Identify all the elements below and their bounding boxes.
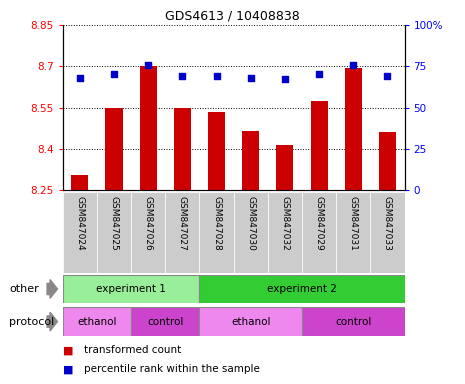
Text: percentile rank within the sample: percentile rank within the sample bbox=[84, 364, 259, 374]
Bar bbox=[63, 275, 199, 303]
Point bbox=[110, 71, 118, 78]
Bar bbox=[276, 145, 293, 190]
Text: GSM847029: GSM847029 bbox=[315, 196, 324, 251]
Point bbox=[145, 61, 152, 68]
Point bbox=[213, 73, 220, 79]
Text: ethanol: ethanol bbox=[231, 316, 271, 327]
Bar bbox=[131, 307, 199, 336]
Text: GSM847030: GSM847030 bbox=[246, 196, 255, 251]
Text: experiment 1: experiment 1 bbox=[96, 284, 166, 294]
Point bbox=[315, 71, 323, 78]
Bar bbox=[106, 108, 123, 190]
Text: GDS4613 / 10408838: GDS4613 / 10408838 bbox=[165, 10, 300, 23]
Point bbox=[384, 73, 391, 79]
Bar bbox=[302, 192, 336, 273]
Text: ■: ■ bbox=[63, 364, 73, 374]
Bar bbox=[63, 307, 131, 336]
Bar bbox=[174, 108, 191, 190]
Bar bbox=[131, 192, 165, 273]
Text: GSM847024: GSM847024 bbox=[75, 196, 84, 251]
Text: experiment 2: experiment 2 bbox=[267, 284, 337, 294]
Text: GSM847025: GSM847025 bbox=[110, 196, 119, 251]
Text: GSM847027: GSM847027 bbox=[178, 196, 187, 251]
Text: protocol: protocol bbox=[9, 316, 54, 327]
Text: ethanol: ethanol bbox=[77, 316, 117, 327]
Point bbox=[179, 73, 186, 79]
Text: ■: ■ bbox=[63, 345, 73, 355]
Bar bbox=[97, 192, 131, 273]
Bar bbox=[71, 175, 88, 190]
FancyArrow shape bbox=[47, 312, 58, 331]
Text: transformed count: transformed count bbox=[84, 345, 181, 355]
Text: GSM847033: GSM847033 bbox=[383, 196, 392, 251]
Bar bbox=[208, 112, 225, 190]
Bar bbox=[370, 192, 405, 273]
Bar bbox=[345, 68, 362, 190]
Bar bbox=[268, 192, 302, 273]
Bar bbox=[140, 66, 157, 190]
Bar bbox=[233, 192, 268, 273]
Point bbox=[281, 76, 289, 83]
Bar bbox=[199, 192, 233, 273]
FancyArrow shape bbox=[47, 280, 58, 298]
Bar bbox=[199, 275, 405, 303]
Bar bbox=[302, 307, 405, 336]
Bar bbox=[165, 192, 199, 273]
Point bbox=[350, 61, 357, 68]
Bar bbox=[311, 101, 328, 190]
Text: other: other bbox=[9, 284, 39, 294]
Text: control: control bbox=[335, 316, 372, 327]
Point bbox=[76, 75, 84, 81]
Bar bbox=[242, 131, 259, 190]
Bar bbox=[379, 132, 396, 190]
Bar bbox=[336, 192, 370, 273]
Bar bbox=[63, 192, 97, 273]
Text: control: control bbox=[147, 316, 184, 327]
Text: GSM847028: GSM847028 bbox=[212, 196, 221, 251]
Text: GSM847031: GSM847031 bbox=[349, 196, 358, 251]
Text: GSM847032: GSM847032 bbox=[280, 196, 289, 251]
Bar bbox=[199, 307, 302, 336]
Text: GSM847026: GSM847026 bbox=[144, 196, 153, 251]
Point bbox=[247, 75, 254, 81]
